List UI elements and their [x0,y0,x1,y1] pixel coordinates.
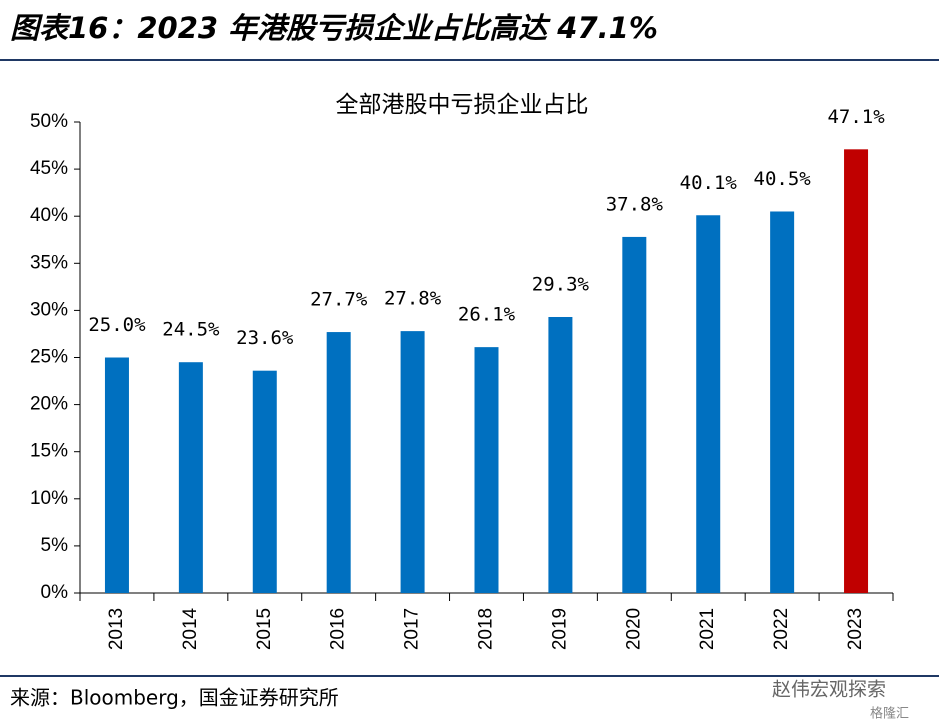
bar [770,211,795,594]
bar [696,215,721,593]
y-tick-label: 45% [30,158,68,179]
value-label: 37.8% [606,193,664,215]
value-label: 26.1% [458,304,516,326]
bar [104,357,129,593]
x-tick-label: 2014 [180,607,201,650]
value-label: 27.7% [310,289,368,311]
value-label: 40.5% [754,168,812,190]
x-tick-label: 2022 [771,608,792,650]
y-tick-label: 40% [30,205,68,226]
bar [326,332,351,593]
value-label: 47.1% [827,106,885,128]
y-tick-label: 10% [30,488,68,509]
value-label: 23.6% [236,327,294,349]
y-tick-label: 50% [30,111,68,132]
page-title: 图表16：2023 年港股亏损企业占比高达 47.1% [10,11,658,45]
watermark-account: 赵伟宏观探索 [772,679,886,701]
value-label: 29.3% [532,273,590,295]
x-tick-label: 2020 [623,608,644,650]
y-tick-label: 20% [30,394,68,415]
bar [178,362,203,593]
y-tick-label: 25% [30,347,68,368]
source-note: 来源：Bloomberg，国金证券研究所 [10,686,339,710]
watermark-brand: 格隆汇 [870,706,909,722]
x-tick-label: 2013 [106,608,127,650]
y-tick-label: 35% [30,252,68,273]
x-tick-label: 2019 [549,608,570,650]
y-tick-label: 15% [30,441,68,462]
x-tick-label: 2016 [328,608,349,650]
bar [252,370,277,593]
bar [844,149,869,593]
y-tick-label: 0% [41,582,69,603]
x-tick-label: 2023 [845,608,866,650]
x-tick-label: 2017 [402,608,423,650]
x-tick-label: 2018 [476,608,497,650]
bar [548,316,573,593]
bar [622,236,647,593]
value-label: 40.1% [680,172,738,194]
x-tick-label: 2021 [697,608,718,650]
value-label: 25.0% [88,314,146,336]
x-tick-label: 2015 [254,608,275,650]
y-tick-label: 30% [30,299,68,320]
bar [400,331,425,593]
y-tick-label: 5% [41,535,69,556]
chart-title: 全部港股中亏损企业占比 [336,92,589,118]
value-label: 24.5% [162,319,220,341]
value-label: 27.8% [384,288,442,310]
bar [474,347,499,593]
